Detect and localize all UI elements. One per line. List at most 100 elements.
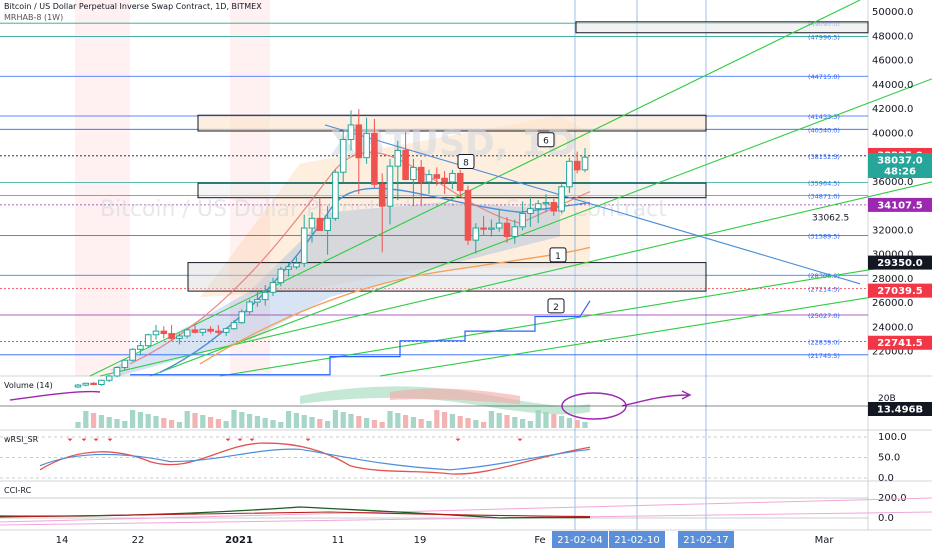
- candle-body: [215, 330, 222, 333]
- volume-bar: [379, 422, 385, 428]
- time-label-7: 21-02-10: [614, 535, 659, 546]
- blue-trendline: [324, 124, 861, 285]
- volume-bar: [387, 411, 393, 428]
- cci-tick-1: 0.0: [878, 513, 894, 524]
- candle-body: [144, 334, 152, 347]
- level-label-2: (44715.0): [808, 73, 840, 81]
- volume-bar: [582, 422, 588, 428]
- volume-bar: [449, 414, 455, 428]
- candle-body: [386, 165, 394, 207]
- volume-bar: [75, 422, 81, 428]
- volume-bar: [192, 413, 198, 428]
- price-badge-2: [868, 164, 932, 179]
- price-badge-4: [868, 255, 932, 270]
- volume-badge-text: 13.496B: [877, 405, 923, 416]
- candle-body: [581, 156, 589, 171]
- volume-bar: [325, 421, 331, 428]
- wrsi-marker-8: [455, 438, 461, 442]
- wrsi-tick-1: 50.0: [878, 453, 900, 464]
- candle-body: [230, 322, 238, 330]
- volume-cloud-green: [300, 386, 590, 415]
- time-label-5: Fe: [534, 535, 545, 546]
- wrsi-marker-7: [305, 438, 311, 442]
- callout-text-0: 6: [543, 137, 549, 147]
- volume-bar: [293, 413, 299, 428]
- volume-bar: [215, 419, 221, 428]
- volume-arrow-annotation: [621, 390, 692, 407]
- volume-tick-20b: 20B: [878, 394, 896, 404]
- volume-bar: [434, 410, 440, 428]
- cci-pink-line-1: [0, 497, 932, 523]
- box-resistance: [197, 114, 707, 132]
- cci-signal: [0, 511, 591, 518]
- volume-bar: [176, 422, 182, 428]
- volume-bar: [200, 415, 206, 428]
- price-badge-text-5: 27039.5: [877, 286, 923, 297]
- callout-text-2: 1: [555, 252, 561, 262]
- callout-text-1: 8: [463, 159, 469, 169]
- candles-group: [74, 109, 589, 389]
- candle-body: [246, 301, 253, 313]
- wrsi-marker-5: [237, 438, 243, 442]
- wrsi-marker-6: [249, 438, 255, 442]
- volume-bar: [83, 411, 89, 428]
- candle-body: [82, 382, 90, 386]
- candle-body: [137, 345, 144, 350]
- callout-box-0: [537, 132, 555, 148]
- volume-bar: [442, 412, 448, 428]
- price-badge-5: [868, 283, 932, 298]
- price-badge-6: [868, 335, 932, 350]
- volume-bar: [153, 416, 159, 428]
- time-badge-6: [552, 531, 608, 548]
- volume-bar: [130, 410, 136, 428]
- price-tick-3: 44000.0: [872, 80, 913, 91]
- candle-body: [316, 217, 324, 231]
- volume-bar: [309, 417, 315, 428]
- annotation-price: 33062.5: [812, 214, 849, 224]
- candle-body: [269, 282, 277, 293]
- candle-body: [347, 124, 355, 140]
- volume-bar: [208, 417, 214, 428]
- candle-body: [402, 149, 409, 181]
- price-badge-text-3: 34107.5: [877, 200, 923, 211]
- volume-bar: [566, 418, 572, 428]
- candle-body: [121, 359, 129, 369]
- volume-hand-drawn-line: [9, 390, 101, 401]
- volume-bar: [535, 410, 541, 428]
- candle-body: [573, 160, 581, 171]
- wrsi-marker-2: [93, 438, 99, 442]
- volume-bar: [371, 420, 377, 428]
- volume-bar: [574, 420, 580, 428]
- volume-bar: [184, 411, 190, 428]
- volume-bar: [496, 413, 502, 428]
- volume-bar: [527, 421, 533, 428]
- wrsi-marker-0: [67, 438, 73, 442]
- level-label-9: (28308.0): [808, 272, 840, 280]
- volume-bar: [340, 412, 346, 428]
- candle-body: [519, 212, 526, 228]
- price-badge-text-2: 48:26: [884, 167, 916, 178]
- volume-bar: [457, 416, 463, 428]
- candle-body: [293, 262, 300, 268]
- volume-badge: [868, 402, 932, 416]
- candle-body: [277, 268, 285, 284]
- candle-body: [542, 202, 550, 205]
- volume-pane-label: Volume (14): [4, 381, 53, 390]
- candle-body: [129, 348, 136, 361]
- level-label-5: (38152.5): [808, 153, 840, 161]
- time-label-3: 11: [332, 535, 345, 546]
- candle-body: [199, 328, 207, 333]
- price-tick-11: 28000.0: [872, 274, 913, 285]
- time-label-2: 2021: [225, 535, 253, 546]
- volume-bar: [122, 421, 128, 428]
- candle-body: [464, 189, 472, 241]
- price-tick-1: 48000.0: [872, 31, 913, 42]
- price-tick-10: 30000.0: [872, 250, 913, 261]
- candle-body: [488, 227, 495, 230]
- volume-bar: [262, 418, 268, 428]
- candle-body: [480, 227, 487, 230]
- candle-body: [472, 227, 480, 241]
- candle-body: [105, 375, 113, 381]
- candle-body: [425, 174, 433, 183]
